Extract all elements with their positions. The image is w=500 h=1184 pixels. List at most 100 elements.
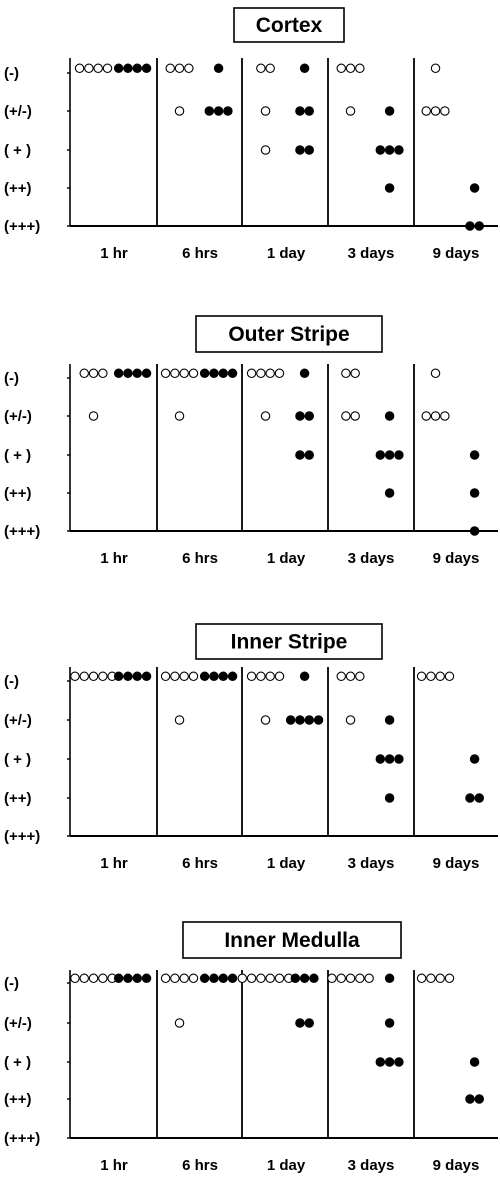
data-point-open xyxy=(179,973,189,984)
y-tick-label: (++) xyxy=(4,180,32,197)
data-point-filled xyxy=(295,145,305,155)
chart-title-box xyxy=(233,7,345,43)
data-point-filled xyxy=(309,973,319,984)
data-point-filled xyxy=(304,145,314,155)
data-point-filled xyxy=(295,715,305,725)
chart-title: Cortex xyxy=(256,14,323,37)
x-category-label: 1 hr xyxy=(100,245,128,262)
chart-title: Outer Stripe xyxy=(228,323,349,346)
y-tick-label: (+/-) xyxy=(4,1015,32,1032)
data-point-open xyxy=(265,671,275,682)
y-tick-label: (+++) xyxy=(4,218,40,235)
x-category-label: 1 hr xyxy=(100,855,128,872)
x-category-label: 6 hrs xyxy=(182,550,218,567)
y-tick-label: (-) xyxy=(4,65,19,82)
data-point-open xyxy=(88,671,99,682)
data-point-open xyxy=(440,106,450,116)
data-point-open xyxy=(188,368,199,379)
data-point-open xyxy=(416,671,427,682)
x-category-label: 1 day xyxy=(267,1157,306,1174)
data-point-filled xyxy=(469,526,480,536)
y-tick-label: (++) xyxy=(4,790,32,807)
data-point-filled xyxy=(218,368,229,379)
data-point-open xyxy=(421,106,431,116)
data-point-filled xyxy=(469,488,480,498)
x-category-label: 9 days xyxy=(433,1157,480,1174)
y-tick-label: (-) xyxy=(4,370,19,387)
data-point-open xyxy=(416,973,427,984)
data-point-filled xyxy=(384,715,395,725)
data-point-filled xyxy=(474,793,484,803)
chart-title: Inner Medulla xyxy=(224,929,360,952)
data-point-open xyxy=(265,63,275,74)
x-category-label: 6 hrs xyxy=(182,1157,218,1174)
data-point-open xyxy=(355,973,365,984)
chart-panel: Inner Stripe (-) (+/-) ( + ) (++) (+++) 1 hr 6 … xyxy=(4,623,498,872)
data-point-open xyxy=(170,671,180,682)
data-point-filled xyxy=(285,715,296,725)
data-point-open xyxy=(430,411,441,421)
data-point-open xyxy=(345,715,356,725)
data-point-filled xyxy=(469,754,480,764)
data-point-open xyxy=(93,63,103,74)
data-point-open xyxy=(88,368,99,379)
data-point-open xyxy=(336,973,346,984)
data-point-filled xyxy=(469,183,480,193)
data-point-filled xyxy=(384,754,395,764)
x-category-label: 6 hrs xyxy=(182,245,218,262)
data-point-open xyxy=(440,411,450,421)
data-point-filled xyxy=(141,973,152,984)
data-point-open xyxy=(246,973,257,984)
data-point-filled xyxy=(209,973,219,984)
data-point-filled xyxy=(223,106,233,116)
y-tick-label: (+/-) xyxy=(4,712,32,729)
data-point-open xyxy=(174,411,185,421)
x-category-label: 9 days xyxy=(433,855,480,872)
data-point-filled xyxy=(295,450,305,460)
data-point-filled xyxy=(375,1057,386,1067)
data-point-filled xyxy=(384,973,395,984)
data-point-open xyxy=(98,671,108,682)
data-point-filled xyxy=(384,106,395,116)
data-point-filled xyxy=(469,1057,480,1067)
data-point-filled xyxy=(299,671,310,682)
data-point-open xyxy=(174,106,185,116)
data-point-filled xyxy=(123,973,133,984)
data-point-open xyxy=(265,368,275,379)
data-point-open xyxy=(174,1018,185,1028)
data-point-filled xyxy=(394,145,404,155)
data-point-open xyxy=(188,973,199,984)
data-point-open xyxy=(84,63,94,74)
data-point-open xyxy=(256,63,266,74)
data-point-open xyxy=(435,973,445,984)
data-point-open xyxy=(426,671,436,682)
data-point-open xyxy=(102,63,113,74)
data-point-filled xyxy=(141,671,152,682)
data-point-open xyxy=(345,671,356,682)
data-point-open xyxy=(274,671,285,682)
data-point-filled xyxy=(213,63,224,74)
y-tick-label: (+++) xyxy=(4,828,40,845)
data-point-filled xyxy=(299,973,310,984)
data-point-filled xyxy=(304,411,314,421)
data-point-filled xyxy=(304,106,314,116)
y-tick-label: (+++) xyxy=(4,523,40,540)
x-category-label: 1 hr xyxy=(100,550,128,567)
data-point-filled xyxy=(227,368,238,379)
data-point-filled xyxy=(199,671,210,682)
data-point-filled xyxy=(227,973,238,984)
data-point-open xyxy=(341,368,351,379)
data-point-filled xyxy=(218,671,229,682)
data-point-open xyxy=(246,671,257,682)
x-category-label: 9 days xyxy=(433,550,480,567)
data-point-filled xyxy=(384,450,395,460)
data-point-filled xyxy=(132,973,143,984)
data-point-filled xyxy=(123,63,133,74)
x-category-label: 3 days xyxy=(348,1157,395,1174)
y-tick-label: ( + ) xyxy=(4,142,31,159)
data-point-open xyxy=(426,973,436,984)
data-point-filled xyxy=(132,63,143,74)
data-point-filled xyxy=(394,754,404,764)
chart-panel: Cortex (-) (+/-) ( + ) (++) (+++) 1 hr 6 hrs 1 d… xyxy=(4,7,498,262)
data-point-open xyxy=(79,368,89,379)
